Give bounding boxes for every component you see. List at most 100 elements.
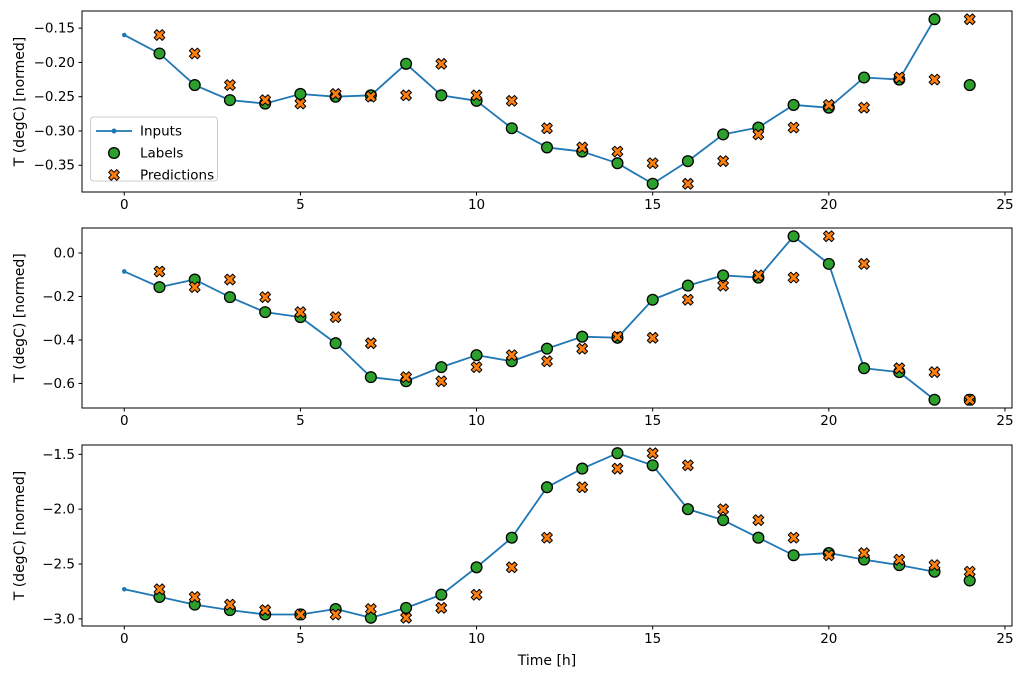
labels-marker xyxy=(611,157,624,170)
labels-marker xyxy=(857,71,871,84)
predictions-marker xyxy=(364,90,377,103)
x-tick-label: 0 xyxy=(120,631,129,647)
y-axis-ticks: −1.5 −2.0 −2.5 −3.0 xyxy=(42,447,82,627)
predictions-marker xyxy=(787,121,800,134)
x-axis-ticks: 0 5 10 15 20 25 xyxy=(120,408,1014,429)
predictions-marker xyxy=(576,342,589,355)
predictions-marker xyxy=(259,604,272,616)
labels-marker xyxy=(294,87,307,101)
inputs-line xyxy=(123,235,936,401)
predictions-marker xyxy=(505,94,518,107)
predictions-marker xyxy=(541,355,553,368)
predictions-marker xyxy=(400,89,412,102)
predictions-marker xyxy=(611,330,624,343)
y-tick-label: −3.0 xyxy=(42,611,75,627)
predictions-marker xyxy=(893,553,906,566)
predictions-marker xyxy=(153,265,166,278)
labels-marker xyxy=(223,94,237,107)
predictions-marker xyxy=(752,269,765,282)
predictions-marker xyxy=(470,89,483,102)
labels-marker xyxy=(364,611,377,624)
predictions-marker xyxy=(752,514,765,527)
labels-marker xyxy=(787,98,800,111)
predictions-marker xyxy=(188,281,201,293)
predictions-marker xyxy=(329,88,342,100)
labels-marker xyxy=(681,279,694,292)
predictions-marker xyxy=(224,79,236,91)
predictions-marker xyxy=(717,155,730,168)
x-tick-label: 5 xyxy=(296,631,305,647)
labels-marker xyxy=(540,141,554,154)
predictions-marker xyxy=(611,462,624,475)
axes-border xyxy=(81,227,1013,409)
labels-marker xyxy=(787,549,800,562)
labels-marker xyxy=(188,78,201,92)
predictions-marker xyxy=(188,591,201,603)
predictions-marker xyxy=(541,531,553,544)
predictions-marker xyxy=(435,57,448,70)
legend-dot-sample xyxy=(111,128,117,134)
predictions-marker xyxy=(505,561,518,574)
x-tick-label: 25 xyxy=(996,197,1013,213)
labels-marker xyxy=(611,447,624,460)
predictions-marker xyxy=(224,598,236,611)
legend-x-sample xyxy=(108,169,120,181)
subplot-3: −1.5 −2.0 −2.5 −3.0 0 5 10 15 20 25 T (degC) [norm… xyxy=(12,444,1014,647)
predictions-marker xyxy=(470,361,483,373)
predictions-marker xyxy=(435,375,448,388)
legend-item-predictions: Predictions xyxy=(108,167,214,183)
y-axis-label: T (degC) [normed] xyxy=(12,471,28,602)
x-tick-label: 20 xyxy=(820,413,837,429)
labels-marker xyxy=(646,293,659,306)
labels-marker xyxy=(329,337,342,350)
y-tick-label: −0.30 xyxy=(34,123,75,139)
labels-marker xyxy=(223,291,237,304)
predictions-marker xyxy=(364,337,377,350)
predictions-marker xyxy=(787,531,800,544)
predictions-marker xyxy=(470,588,483,601)
predictions-marker xyxy=(646,447,659,460)
x-tick-label: 20 xyxy=(820,631,837,647)
predictions-marker xyxy=(928,366,941,378)
predictions-marker xyxy=(294,608,307,621)
labels-marker xyxy=(681,503,694,516)
labels-marker xyxy=(470,561,483,574)
y-tick-label: −0.35 xyxy=(34,158,75,174)
axes-border xyxy=(81,10,1013,193)
inputs-marker xyxy=(121,269,127,274)
y-tick-label: −0.4 xyxy=(42,332,75,348)
predictions-marker xyxy=(400,371,412,383)
predictions-marker xyxy=(435,602,448,614)
predictions-marker xyxy=(329,311,342,323)
predictions-marker xyxy=(717,503,730,516)
x-tick-label: 25 xyxy=(996,413,1013,429)
inputs-line xyxy=(123,452,936,619)
predictions-marker xyxy=(963,13,976,26)
labels-marker xyxy=(928,13,941,26)
inputs-series xyxy=(121,450,937,621)
labels-marker xyxy=(540,481,554,494)
predictions-marker xyxy=(893,362,906,375)
predictions-marker xyxy=(611,145,624,158)
predictions-marker xyxy=(576,141,589,154)
labels-series xyxy=(153,13,976,190)
y-tick-label: −0.25 xyxy=(34,89,75,105)
labels-marker xyxy=(259,306,272,319)
predictions-marker xyxy=(646,157,659,170)
x-tick-label: 0 xyxy=(120,197,129,213)
predictions-marker xyxy=(822,99,835,111)
labels-marker xyxy=(717,128,730,141)
y-tick-label: −2.5 xyxy=(42,556,75,572)
labels-marker xyxy=(505,122,518,135)
legend-label: Labels xyxy=(140,145,183,161)
labels-marker xyxy=(364,371,377,384)
predictions-marker xyxy=(752,128,765,141)
predictions-marker xyxy=(928,73,941,86)
labels-marker xyxy=(646,459,659,472)
inputs-marker xyxy=(121,586,127,592)
predictions-marker xyxy=(188,47,201,60)
y-tick-label: −1.5 xyxy=(42,447,75,463)
predictions-marker xyxy=(682,293,694,306)
predictions-marker xyxy=(822,230,835,243)
